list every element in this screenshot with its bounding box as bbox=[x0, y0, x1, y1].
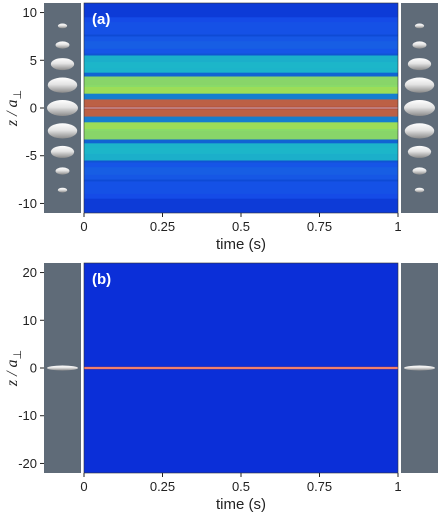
y-tick-label: -10 bbox=[18, 196, 37, 211]
y-tick-label: 20 bbox=[23, 265, 37, 280]
panel-label: (b) bbox=[92, 271, 111, 288]
plot-frame bbox=[83, 262, 399, 474]
panel-label: (a) bbox=[92, 11, 110, 28]
density-band bbox=[84, 162, 398, 180]
density-band bbox=[84, 55, 398, 73]
left-ellipsoid bbox=[57, 23, 68, 29]
x-tick-label: 0.5 bbox=[232, 219, 250, 234]
x-tick-label: 0 bbox=[80, 219, 87, 234]
y-tick-label: 5 bbox=[30, 53, 37, 68]
y-tick-label: 10 bbox=[23, 5, 37, 20]
density-band bbox=[84, 17, 398, 35]
x-tick-label: 1 bbox=[394, 479, 401, 494]
right-ellipsoid bbox=[404, 123, 435, 139]
x-tick-label: 0.75 bbox=[307, 479, 332, 494]
x-axis-title: time (s) bbox=[216, 496, 266, 512]
right-ellipsoid bbox=[407, 145, 432, 158]
panel-a: -10 -5 0 5 10 0 0.25 0.5 0.75 1 time (s) z / a⊥ (a) bbox=[4, 2, 438, 253]
left-ellipsoid bbox=[55, 41, 70, 49]
x-tick-label: 0.5 bbox=[232, 479, 250, 494]
y-tick-label: -10 bbox=[18, 408, 37, 423]
y-tick-label: -5 bbox=[25, 148, 37, 163]
right-ellipsoid bbox=[412, 41, 427, 49]
right-ellipsoid bbox=[404, 365, 435, 371]
density-band bbox=[84, 76, 398, 94]
left-ellipsoid bbox=[50, 58, 75, 71]
x-tick-label: 0.25 bbox=[150, 219, 175, 234]
left-ellipsoid bbox=[47, 123, 78, 139]
right-ellipsoid bbox=[404, 100, 435, 116]
density-band bbox=[84, 143, 398, 161]
y-tick-label: -20 bbox=[18, 456, 37, 471]
density-band bbox=[84, 122, 398, 140]
right-ellipsoid bbox=[412, 167, 427, 175]
y-tick-label: 10 bbox=[23, 313, 37, 328]
y-tick-label: 0 bbox=[30, 101, 37, 116]
panel-b: -20 -10 0 10 20 0 0.25 0.5 0.75 1 time (s) z / a⊥ (b… bbox=[4, 262, 438, 512]
left-ellipsoid bbox=[50, 145, 75, 158]
y-tick-label: 0 bbox=[30, 361, 37, 376]
x-tick-label: 0 bbox=[80, 479, 87, 494]
x-tick-label: 0.25 bbox=[150, 479, 175, 494]
right-ellipsoid bbox=[407, 58, 432, 71]
density-band bbox=[84, 181, 398, 199]
left-ellipsoid bbox=[57, 187, 68, 193]
left-ellipsoid bbox=[47, 100, 78, 116]
left-ellipsoid bbox=[47, 77, 78, 93]
left-ellipsoid bbox=[55, 167, 70, 175]
right-ellipsoid bbox=[414, 23, 425, 29]
x-tick-label: 0.75 bbox=[307, 219, 332, 234]
left-ellipsoid bbox=[47, 365, 78, 371]
x-tick-label: 1 bbox=[394, 219, 401, 234]
x-axis-title: time (s) bbox=[216, 236, 266, 253]
right-ellipsoid bbox=[414, 187, 425, 193]
right-ellipsoid bbox=[404, 77, 435, 93]
density-band bbox=[84, 36, 398, 54]
plot-frame bbox=[83, 2, 399, 214]
y-axis-title: z / a⊥ bbox=[4, 350, 24, 387]
y-axis-title: z / a⊥ bbox=[4, 90, 24, 127]
